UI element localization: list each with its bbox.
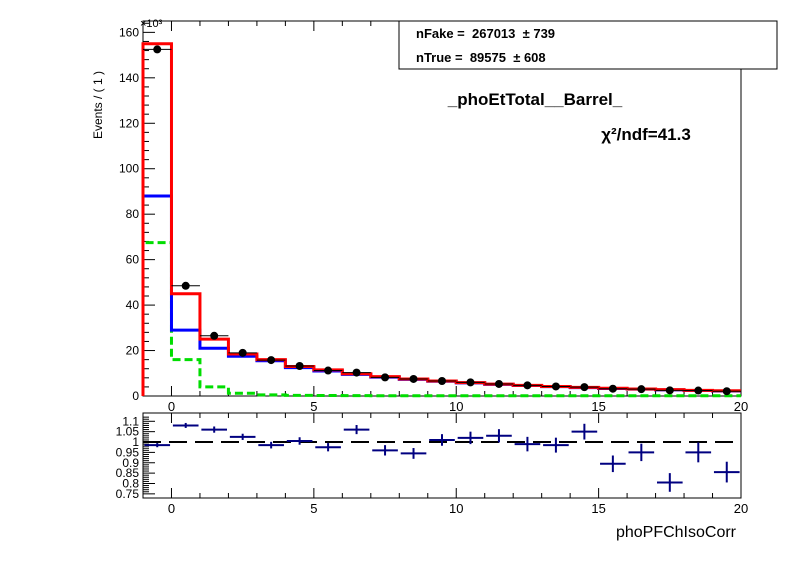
top-x-tick-label: 0 [168,399,175,414]
ratio-y-tick-label: 0.95 [116,445,140,459]
ratio-x-tick-label: 0 [168,501,175,516]
ratio-y-tick-label: 0.75 [116,487,140,501]
top-panel: 0 5 10 15 20 0 20 40 60 80 100 120 140 160 [119,20,748,414]
stats-box: nFake = 267013 ± 739 nTrue = 89575 ± 608 [398,20,778,70]
ratio-y-tick-label: 0.85 [116,466,140,480]
data-point [295,362,304,370]
data-point [153,45,162,54]
ratio-x-tick-label: 10 [449,501,463,516]
top-y-tick-label: 160 [119,25,139,39]
ratio-x-tick-label: 5 [310,501,317,516]
data-point [523,381,532,390]
data-point [466,378,475,387]
stats-ntrue: nTrue = 89575 ± 608 [416,50,546,65]
ratio-x-tick-label: 20 [734,501,748,516]
data-point [722,387,731,396]
series-true-line [141,241,741,398]
top-x-tick-label: 15 [591,399,605,414]
y-exponent: ×10³ [140,18,163,30]
data-point [551,382,560,391]
data-point [267,356,276,365]
data-point [381,373,390,382]
top-y-tick-label: 100 [119,162,139,176]
data-point [608,384,617,393]
data-point [438,377,446,385]
data-point [494,379,503,388]
series-fake-line [141,194,741,396]
chart-title: _phoEtTotal__Barrel_ [447,90,623,109]
data-point [324,366,333,375]
series-total-line [141,42,741,396]
top-frame [142,20,742,397]
top-y-tick-label: 80 [126,207,140,221]
top-x-tick-label: 20 [734,399,748,414]
top-y-tick-label: 40 [126,298,140,312]
data-point [352,368,361,377]
top-x-tick-label: 10 [449,399,463,414]
top-y-tick-label: 140 [119,71,139,85]
ratio-y-tick-label: 1.05 [116,425,140,439]
ratio-y-tick-label: 1 [132,435,139,449]
top-x-tick-label: 5 [310,399,317,414]
data-point [409,374,418,383]
y-axis-label: Events / ( 1 ) [91,71,105,139]
ratio-frame [142,412,742,499]
data-point [238,348,247,357]
data-point [694,386,703,395]
data-point [637,385,646,394]
ratio-y-tick-label: 1.1 [122,414,139,428]
ratio-y-tick-label: 0.9 [122,456,139,470]
data-point [181,281,190,290]
x-axis-label: phoPFChIsoCorr [616,524,737,541]
stats-nfake: nFake = 267013 ± 739 [416,26,555,41]
data-point [665,386,674,395]
top-y-tick-label: 60 [126,253,140,267]
chi2-label: χ²/ndf=41.3 [601,125,691,144]
data-point [210,331,219,340]
ratio-x-tick-label: 15 [591,501,605,516]
top-y-tick-label: 20 [126,344,140,358]
top-y-tick-label: 120 [119,116,139,130]
data-point [580,383,589,392]
top-y-tick-label: 0 [132,389,139,403]
ratio-y-tick-label: 0.8 [122,476,139,490]
